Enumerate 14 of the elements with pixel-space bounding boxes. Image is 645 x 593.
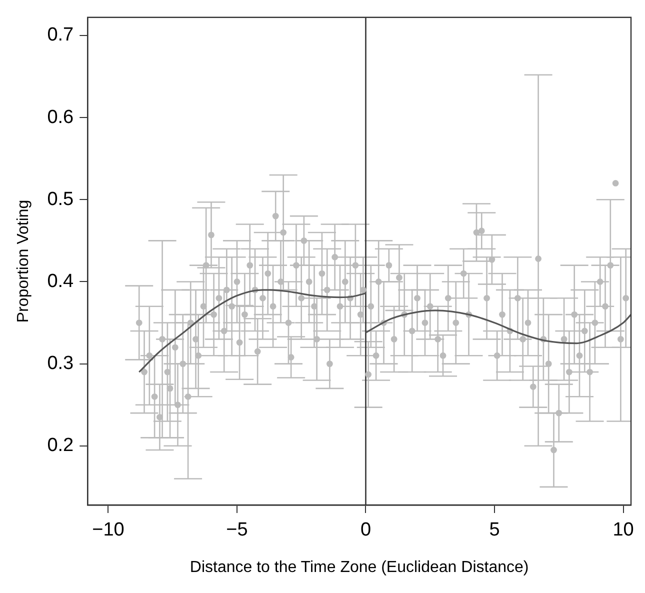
x-tick-label: −10: [92, 520, 124, 541]
x-tick-label: 10: [612, 520, 634, 541]
y-tick-label: 0.2: [47, 435, 74, 456]
y-tick-label: 0.5: [47, 188, 74, 210]
y-tick-label: 0.4: [47, 270, 74, 292]
x-axis-title: Distance to the Time Zone (Euclidean Distance): [190, 558, 529, 576]
y-axis-title: Proportion Voting: [15, 200, 32, 323]
y-tick-label: 0.3: [47, 353, 74, 374]
x-tick-label: 0: [360, 520, 372, 541]
x-tick-label: 5: [489, 520, 500, 541]
x-tick-label: −5: [226, 520, 248, 541]
line-series: [364, 310, 631, 344]
y-tick-label: 0.6: [47, 106, 74, 128]
y-tick-label: 0.7: [47, 24, 74, 46]
